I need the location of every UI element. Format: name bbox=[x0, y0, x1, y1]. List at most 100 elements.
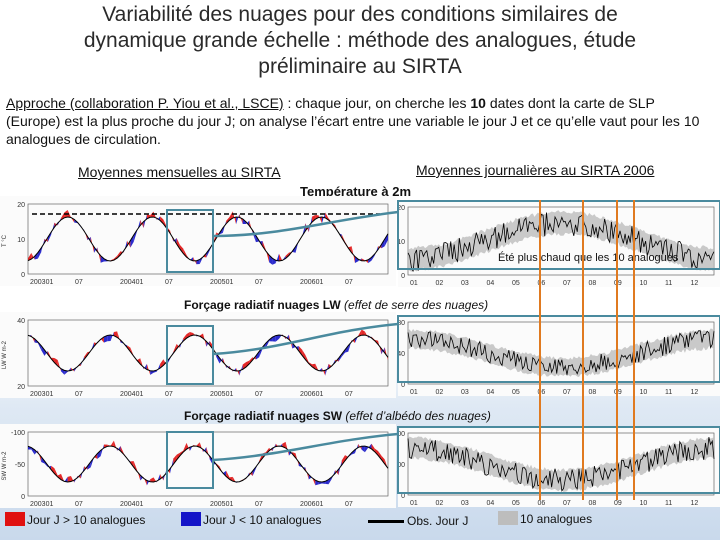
anomaly-fill bbox=[252, 466, 256, 476]
x-tick-label: 07 bbox=[75, 279, 83, 286]
x-tick-label: 08 bbox=[589, 500, 597, 507]
x-tick-label: 03 bbox=[461, 280, 469, 287]
anomaly-fill bbox=[54, 468, 58, 478]
x-tick-label: 05 bbox=[512, 500, 520, 507]
x-tick-label: 09 bbox=[614, 500, 622, 507]
x-tick-label: 03 bbox=[461, 389, 469, 396]
x-tick-label: 07 bbox=[255, 391, 263, 398]
sw-monthly-panel: -100 -50 0 200301 07 200401 07 200501 07 200601 07… bbox=[0, 424, 396, 508]
x-tick-label: 07 bbox=[165, 279, 173, 286]
x-tick-label: 07 bbox=[345, 501, 353, 508]
lw-daily-panel: 80 40 0 01 02 03 04 05 06 07 08 09 10 11 12 bbox=[398, 316, 720, 396]
lw-daily-chart: 80 40 0 01 02 03 04 05 06 07 08 09 10 11 12 bbox=[398, 320, 715, 396]
analog-envelope bbox=[408, 328, 714, 377]
plot-frame bbox=[27, 319, 389, 387]
intro-paragraph: Approche (collaboration P. Yiou et al., … bbox=[6, 94, 711, 148]
plot-frame bbox=[27, 431, 389, 497]
anomaly-fill bbox=[64, 370, 68, 375]
anomaly-fill bbox=[163, 468, 167, 481]
x-tick-label: 12 bbox=[691, 280, 699, 287]
x-tick-label: 02 bbox=[436, 280, 444, 287]
x-tick-label: 08 bbox=[589, 389, 597, 396]
x-tick-label: 01 bbox=[410, 389, 418, 396]
anomaly-fill bbox=[150, 211, 154, 218]
legend-cooler-text: Jour J < 10 analogues bbox=[203, 513, 322, 527]
anomaly-fill bbox=[97, 450, 101, 459]
anomaly-fill bbox=[57, 473, 62, 480]
anomaly-fill bbox=[41, 345, 45, 356]
x-tick-label: 06 bbox=[538, 500, 546, 507]
title-line-1: Variabilité des nuages pour des conditio… bbox=[102, 3, 618, 26]
anomaly-fill bbox=[236, 368, 240, 376]
x-tick-label: 05 bbox=[512, 389, 520, 396]
x-tick-label: 07 bbox=[563, 500, 571, 507]
lw-title-bold: Forçage radiatif nuages LW bbox=[184, 298, 341, 312]
x-tick-label: 07 bbox=[345, 391, 353, 398]
x-tick-label: 07 bbox=[345, 279, 353, 286]
y-tick-label: -100 bbox=[398, 462, 405, 469]
x-tick-label: 02 bbox=[436, 500, 444, 507]
x-tick-label: 12 bbox=[691, 389, 699, 396]
temperature-section-title: Température à 2m bbox=[300, 184, 412, 199]
x-tick-label: 200401 bbox=[120, 391, 143, 398]
anomaly-fill bbox=[67, 475, 71, 482]
analog-mean-line bbox=[27, 334, 389, 372]
anomaly-fill bbox=[305, 354, 309, 364]
temp-monthly-panel: 20 10 0 200301 07 200401 07 200501 07 200601 07 T °… bbox=[0, 196, 396, 286]
anomaly-fill bbox=[245, 360, 250, 368]
lw-monthly-chart: 40 20 200301 07 200401 07 200501 07 200601 07 LW W… bbox=[2, 318, 389, 398]
anomaly-fill bbox=[47, 232, 52, 243]
anomaly-fill bbox=[361, 446, 365, 453]
legend-analogs-text: 10 analogues bbox=[520, 512, 593, 526]
anomaly-fill bbox=[275, 253, 280, 264]
anomaly-fill bbox=[364, 259, 369, 264]
x-tick-label: 07 bbox=[75, 391, 83, 398]
slide-title: Variabilité des nuages pour des conditio… bbox=[0, 2, 720, 80]
x-tick-label: 07 bbox=[165, 501, 173, 508]
legend-warmer-swatch bbox=[5, 512, 25, 526]
y-tick-label: 20 bbox=[17, 384, 25, 391]
y-tick-label: 0 bbox=[401, 493, 405, 500]
intro-part-2: dates dont la carte de SLP (Europe) est … bbox=[6, 95, 700, 147]
anomaly-fill bbox=[143, 363, 147, 370]
x-tick-label: 12 bbox=[691, 500, 699, 507]
lw-monthly-panel: 40 20 200301 07 200401 07 200501 07 200601 07 LW W… bbox=[0, 312, 396, 398]
anomaly-fill bbox=[130, 347, 134, 357]
legend-analogs-swatch bbox=[498, 511, 518, 525]
x-tick-label: 06 bbox=[538, 389, 546, 396]
anomaly-fill bbox=[229, 476, 233, 482]
analog-mean-line bbox=[27, 216, 389, 262]
anomaly-fill bbox=[262, 240, 266, 251]
anomaly-fill bbox=[37, 450, 42, 463]
warm-note: Été plus chaud que les 10 analogues bbox=[498, 252, 679, 264]
approach-link-text: Approche (collaboration P. Yiou et al., … bbox=[6, 95, 284, 111]
anomaly-fill bbox=[236, 214, 240, 225]
anomaly-fill bbox=[31, 334, 35, 343]
anomaly-fill bbox=[150, 477, 154, 482]
x-tick-label: 04 bbox=[487, 500, 495, 507]
intro-part-1: : chaque jour, on cherche les bbox=[283, 95, 471, 111]
x-tick-label: 04 bbox=[487, 280, 495, 287]
anomaly-fill bbox=[100, 255, 104, 263]
x-tick-label: 11 bbox=[665, 500, 672, 507]
x-tick-label: 05 bbox=[512, 280, 520, 287]
anomaly-fill bbox=[47, 350, 52, 359]
x-tick-label: 02 bbox=[436, 389, 444, 396]
y-tick-label: 80 bbox=[398, 320, 405, 327]
anomaly-fill bbox=[364, 331, 369, 338]
anomaly-fill bbox=[321, 368, 326, 376]
anomaly-fill bbox=[374, 246, 379, 256]
anomaly-fill bbox=[100, 336, 104, 343]
anomaly-fill bbox=[312, 363, 316, 370]
anomaly-fill bbox=[361, 329, 365, 336]
x-tick-label: 200601 bbox=[300, 279, 323, 286]
anomaly-fill bbox=[130, 235, 134, 248]
anomaly-fill bbox=[285, 252, 289, 259]
x-tick-label: 10 bbox=[640, 500, 648, 507]
y-axis-label: T °C bbox=[2, 234, 8, 247]
y-tick-label: -50 bbox=[15, 462, 25, 469]
anomaly-fill bbox=[163, 219, 167, 229]
legend-cooler-swatch bbox=[181, 512, 201, 526]
y-tick-label: 20 bbox=[17, 202, 25, 209]
sw-section-title: Forçage radiatif nuages SW (effet d’albé… bbox=[184, 409, 491, 423]
